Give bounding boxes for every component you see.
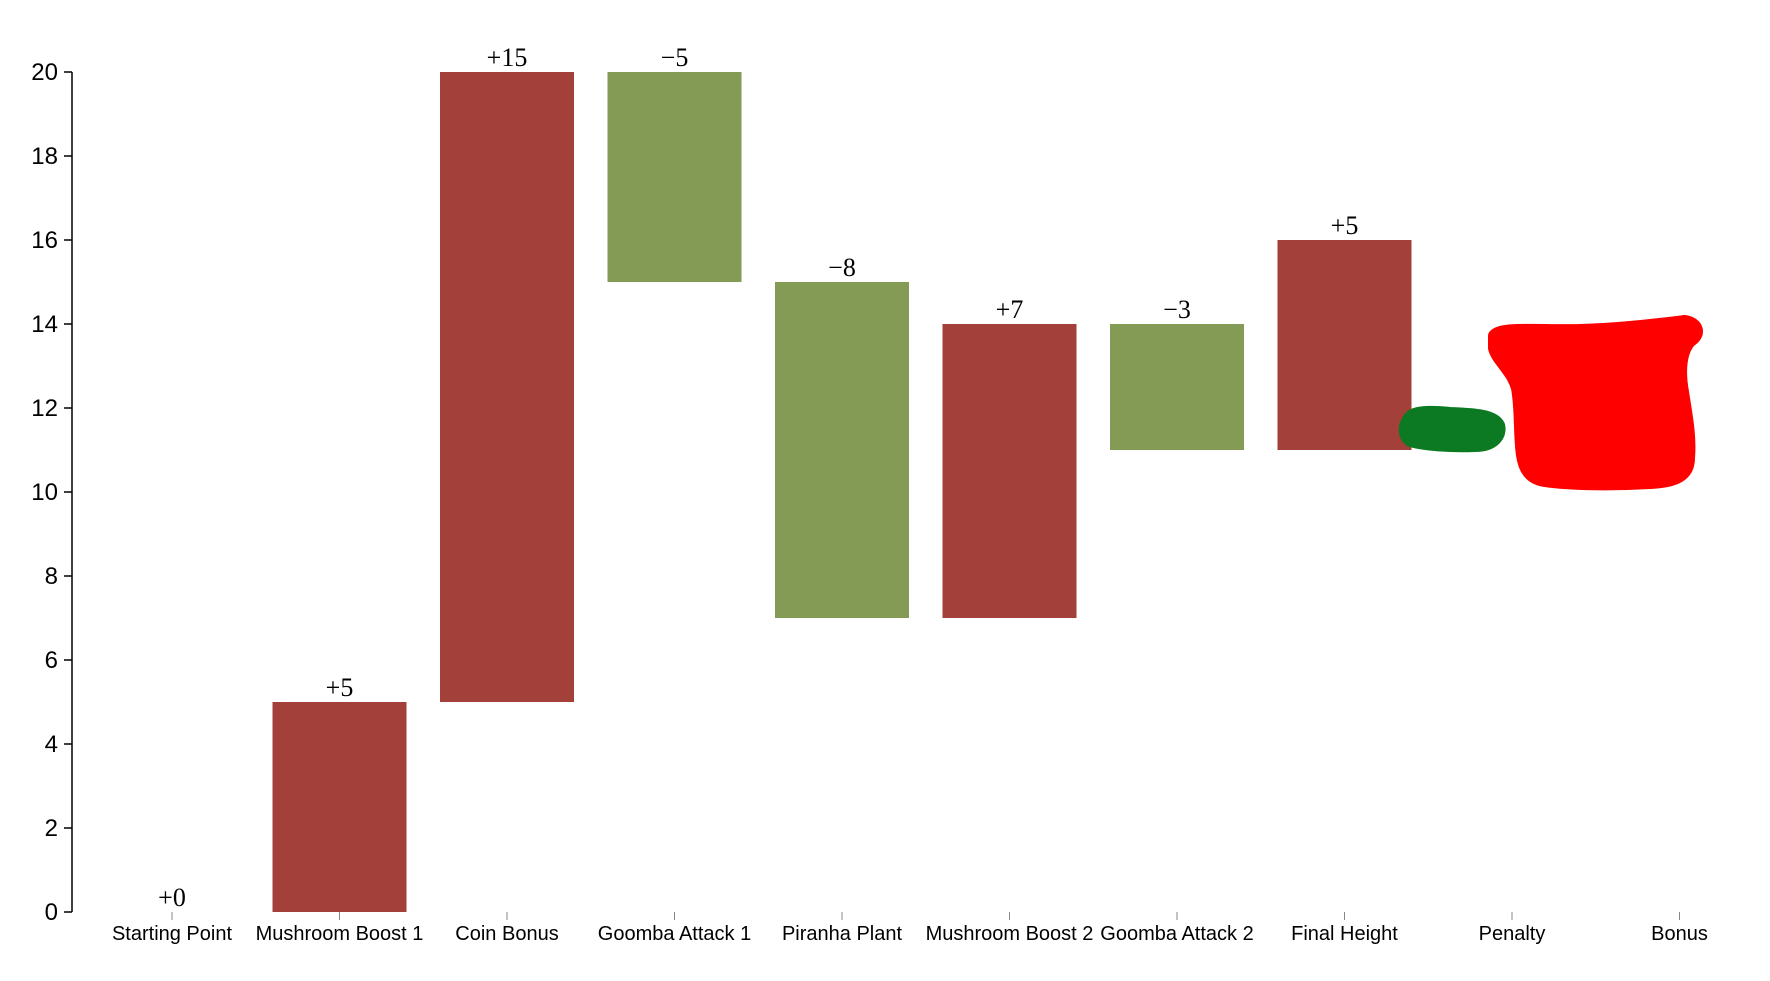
x-category-label: Goomba Attack 2: [1100, 923, 1253, 945]
y-tick-label: 0: [45, 899, 58, 926]
y-tick-label: 4: [45, 731, 58, 758]
scribble-layer: [1398, 315, 1703, 491]
x-category-label: Final Height: [1291, 923, 1398, 945]
bar-value-label: +5: [1331, 211, 1359, 240]
waterfall-bar: [607, 72, 742, 282]
y-tick-label: 2: [45, 815, 58, 842]
x-category-label: Goomba Attack 1: [598, 923, 751, 945]
x-category-label: Mushroom Boost 1: [256, 923, 424, 945]
y-tick-label: 6: [45, 647, 58, 674]
bar-value-label: −8: [828, 253, 856, 282]
y-tick-label: 8: [45, 563, 58, 590]
y-tick-label: 16: [31, 227, 58, 254]
y-tick-label: 14: [31, 311, 58, 338]
x-category-label: Mushroom Boost 2: [926, 923, 1094, 945]
y-tick-label: 10: [31, 479, 58, 506]
x-category-label: Piranha Plant: [782, 923, 903, 945]
x-category-label: Coin Bonus: [455, 923, 558, 945]
bar-value-label: +5: [326, 673, 354, 702]
y-tick-label: 12: [31, 395, 58, 422]
waterfall-bar: [440, 72, 574, 702]
bar-value-label: −3: [1163, 295, 1191, 324]
data-labels-layer: +0 +5 +15 −5 −8 +7 −3 +5: [158, 43, 1358, 912]
bar-value-label: +15: [487, 43, 528, 72]
bar-value-label: +0: [158, 883, 186, 912]
bar-value-label: −5: [661, 43, 689, 72]
waterfall-bar: [775, 282, 909, 618]
waterfall-bar: [272, 702, 407, 912]
axis-layer: 0 2 4 6 8 10 12 14 16 18 20 Starting Point Mushroom …: [31, 59, 1708, 945]
y-tick-label: 18: [31, 143, 58, 170]
penalty-green-scribble: [1398, 405, 1506, 453]
waterfall-bar: [1110, 324, 1244, 450]
x-category-label: Penalty: [1479, 923, 1546, 945]
bar-value-label: +7: [996, 295, 1024, 324]
y-tick-label: 20: [31, 59, 58, 86]
bonus-red-scribble: [1488, 315, 1703, 491]
x-category-label: Starting Point: [112, 923, 233, 945]
bars-layer: [272, 72, 1412, 912]
x-category-label: Bonus: [1651, 923, 1708, 945]
waterfall-bar: [942, 324, 1077, 618]
waterfall-bar: [1277, 240, 1412, 450]
